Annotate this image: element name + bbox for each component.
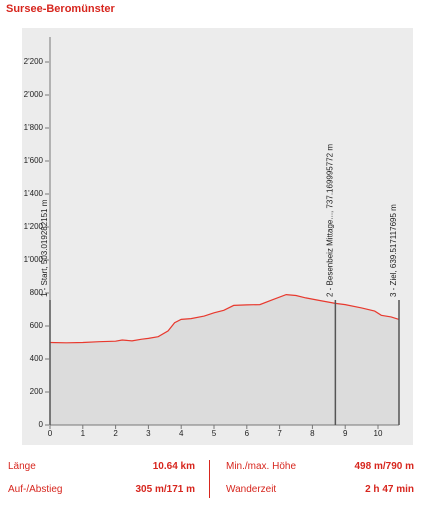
y-tick-label: 1'800 <box>24 123 44 132</box>
x-tick-label: 1 <box>81 429 86 438</box>
x-tick-label: 4 <box>179 429 184 438</box>
y-tick-label: 400 <box>30 354 44 363</box>
x-tick-label: 10 <box>374 429 383 438</box>
y-tick-label: 2'000 <box>24 90 44 99</box>
x-tick-label: 3 <box>146 429 151 438</box>
x-tick-label: 2 <box>113 429 118 438</box>
x-tick-label: 6 <box>245 429 250 438</box>
stat-value: 498 m/790 m <box>354 461 415 472</box>
stat-label: Min./max. Höhe <box>226 461 297 472</box>
stat-value: 2 h 47 min <box>365 484 414 495</box>
x-tick-label: 7 <box>277 429 282 438</box>
x-tick-label: 5 <box>212 429 217 438</box>
stat-label: Auf-/Abstieg <box>8 484 63 495</box>
page-title: Sursee-Beromünster <box>6 3 115 15</box>
y-tick-label: 0 <box>39 420 44 429</box>
waypoint-label: 3 - Ziel, 639.517117695 m <box>389 204 398 297</box>
waypoint-label: 2 - Besenbeiz Mittage..., 737.169995772 … <box>325 144 334 297</box>
stat-value: 305 m/171 m <box>135 484 196 495</box>
y-tick-label: 800 <box>30 288 44 297</box>
stat-value: 10.64 km <box>152 461 195 472</box>
y-tick-label: 1'000 <box>24 255 44 264</box>
chart: 0 200 400 600 800 1'000 1'200 1'400 1'600 1'800 2'… <box>22 28 413 445</box>
y-tick-label: 200 <box>30 387 44 396</box>
y-tick-label: 1'400 <box>24 189 44 198</box>
y-tick-label: 600 <box>30 321 44 330</box>
x-tick-label: 8 <box>310 429 315 438</box>
area <box>50 294 399 425</box>
y-tick-label: 1'200 <box>24 222 44 231</box>
x-tick-label: 9 <box>343 429 348 438</box>
y-tick-label: 1'600 <box>24 156 44 165</box>
divider <box>209 460 210 498</box>
waypoint-label: 1 - Start, 503.019282151 m <box>40 199 49 297</box>
line <box>49 293 400 344</box>
stat-label: Wanderzeit <box>226 484 277 495</box>
x-tick-label: 0 <box>48 429 53 438</box>
stat-label: Länge <box>8 461 36 472</box>
y-tick-label: 2'200 <box>24 57 44 66</box>
